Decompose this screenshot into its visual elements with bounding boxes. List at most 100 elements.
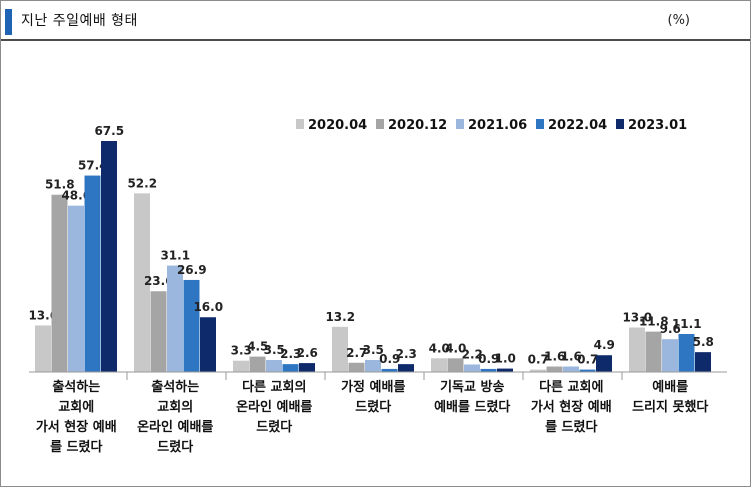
bar-2020.12-6 [645,331,662,372]
bar-2023.01-2 [299,363,315,372]
bar-2020.04-5 [530,369,546,372]
data-label: 5.8 [693,335,714,349]
category-label-line: 가정 예배를 [341,379,405,395]
legend-swatch [296,119,304,129]
bar-2020.04-6 [629,327,645,372]
category-label-line: 교회에 [58,399,94,415]
category-label-line: 가서 현장 예배 [531,399,612,415]
bar-2020.04-2 [233,360,249,372]
bar-2023.01-4 [497,368,513,372]
data-label: 9.6 [660,322,681,336]
bar-2021.06-3 [365,360,381,372]
title-accent-bar [5,9,12,35]
data-label: 3.3 [231,344,252,358]
bar-2022.04-0 [84,175,101,372]
chart-title: 지난 주일예배 형태 [21,13,138,29]
data-label: 2.7 [346,346,367,360]
data-label: 0.7 [577,353,598,367]
bar-2020.12-3 [348,362,365,372]
category-label-line: 드렸다 [256,419,292,435]
data-label: 51.8 [45,178,75,192]
bar-2020.04-0 [35,325,51,372]
bar-2022.04-5 [579,369,596,372]
category-label-line: 다른 교회의 [242,379,306,395]
category-label: 기독교 방송 예배를 드렸다 [434,379,510,415]
bar-2020.04-4 [431,358,447,372]
category-label-line: 온라인 예배를 [137,419,213,435]
data-label: 2.2 [462,347,483,361]
category-label-line: 를 드렸다 [545,419,597,435]
unit-label: (%) [667,13,691,28]
legend-label: 2021.06 [468,118,527,133]
bar-2020.12-2 [249,356,266,372]
legend-label: 2022.04 [548,118,607,133]
category-label-line: 드렸다 [355,399,391,415]
category-label-line: 교회의 [157,399,193,415]
bar-2022.04-6 [678,334,695,372]
bar-2022.04-1 [183,279,200,372]
data-label: 11.1 [672,317,702,331]
category-label-line: 가서 현장 예배 [36,419,117,435]
category-label-line: 출석하는 [52,379,100,395]
legend-label: 2020.12 [388,118,447,133]
legend-swatch [456,119,464,129]
category-label-line: 출석하는 [151,379,199,395]
legend-swatch [376,119,384,129]
legend-swatch [536,119,544,129]
bar-2021.06-2 [266,360,282,372]
data-label: 4.0 [429,341,450,355]
data-label: 13.2 [325,310,355,324]
data-label: 11.8 [639,315,669,329]
data-label: 2.3 [280,347,301,361]
data-label: 1.6 [544,350,565,364]
data-label: 26.9 [177,263,207,277]
category-label-line: 다른 교회에 [539,379,603,395]
data-label: 2.6 [297,346,318,360]
data-label: 67.5 [94,124,124,138]
bar-2021.06-0 [68,205,84,372]
bar-2020.12-0 [51,194,68,372]
bar-2020.04-3 [332,326,348,372]
data-label: 4.9 [594,338,615,352]
data-label: 16.0 [193,300,223,314]
bar-2020.12-5 [546,366,563,372]
data-label: 13.6 [28,308,58,322]
bar-2022.04-2 [282,364,299,372]
data-label: 57.4 [78,159,108,173]
bar-2021.06-4 [464,364,480,372]
bar-2021.06-6 [662,339,678,372]
category-label: 출석하는 교회에 가서 현장 예배 를 드렸다 [36,379,117,455]
category-label-line: 예배를 [652,379,688,395]
bar-2022.04-3 [381,368,398,372]
category-label-line: 드리지 못했다 [632,399,708,415]
data-label: 13.0 [622,311,652,325]
data-label: 4.5 [247,340,268,354]
category-label-line: 드렸다 [157,439,193,455]
title-bar: 지난 주일예배 형태 (%) [1,1,750,41]
data-label: 4.0 [445,341,466,355]
bar-2020.12-4 [447,358,464,372]
legend-label: 2023.01 [628,118,687,133]
bar-2023.01-5 [596,355,612,372]
bar-2023.01-1 [200,317,216,372]
data-label: 3.5 [264,343,285,357]
data-label: 0.7 [528,353,549,367]
legend-swatch [616,119,624,129]
data-label: 23.6 [144,274,174,288]
bar-2022.04-4 [480,368,497,372]
bar-2023.01-0 [101,141,117,372]
bar-2021.06-5 [563,366,579,372]
bar-2020.12-1 [150,291,167,372]
data-label: 3.5 [363,343,384,357]
data-label: 0.9 [478,352,499,366]
data-label: 2.3 [396,347,417,361]
bar-2020.04-1 [134,193,150,372]
data-label: 1.0 [495,352,516,366]
data-label: 0.9 [379,352,400,366]
